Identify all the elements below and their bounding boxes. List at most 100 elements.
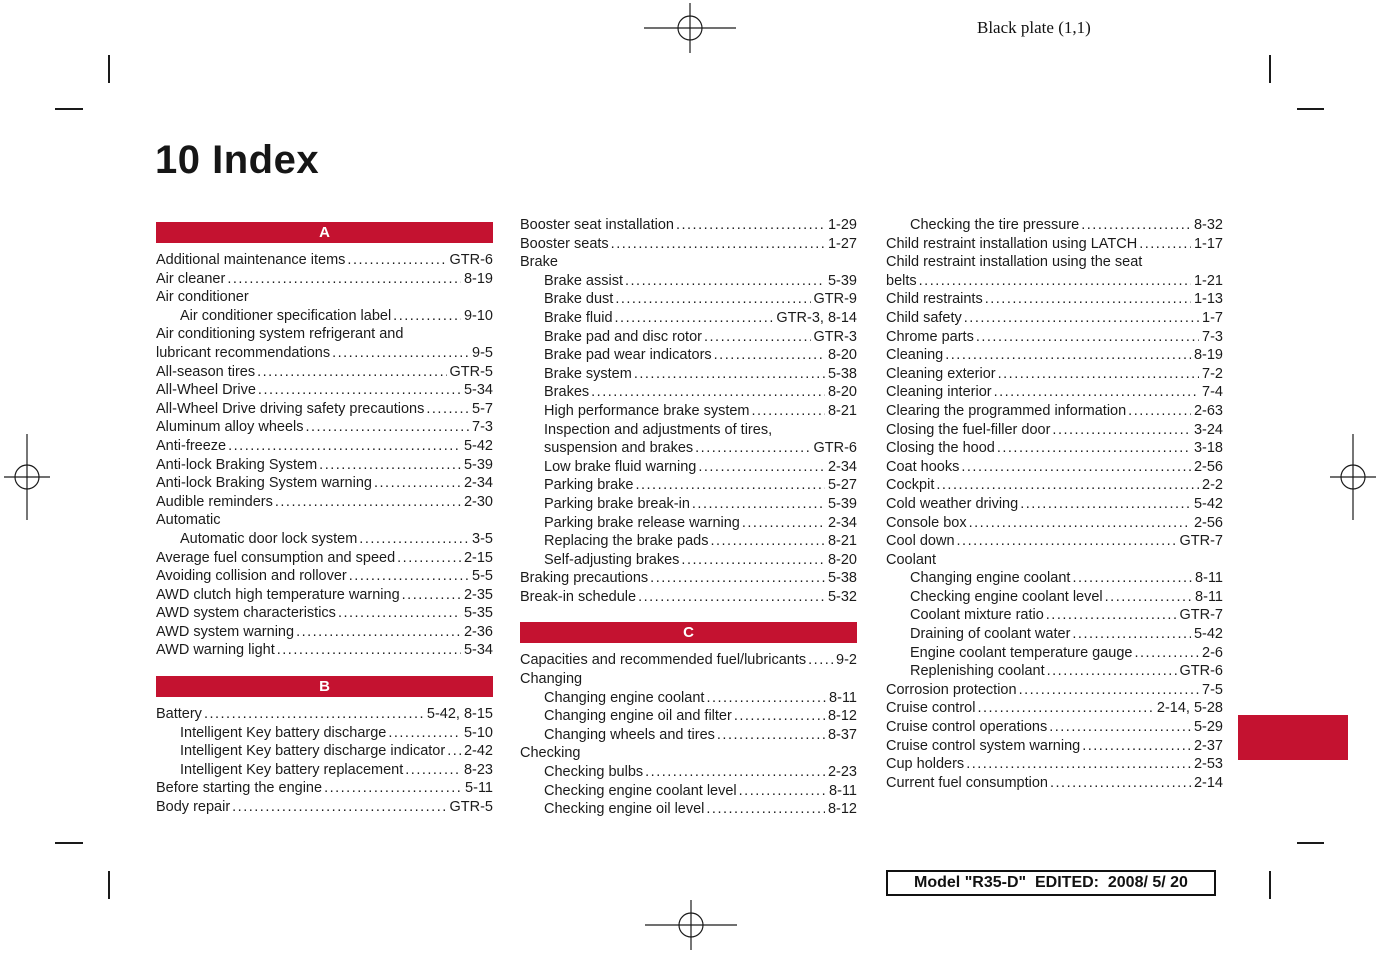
- index-entry: Coolant mixture ratio GTR-7: [886, 606, 1223, 625]
- index-entry: Checking bulbs 2-23: [520, 763, 857, 782]
- entry-label: Brake pad wear indicators: [544, 347, 712, 364]
- dot-leader: [752, 402, 825, 421]
- dot-leader: [998, 365, 1199, 384]
- entry-page-number: 8-20: [827, 347, 857, 364]
- plate-label: Black plate (1,1): [977, 18, 1091, 37]
- dot-leader: [1019, 681, 1199, 700]
- entry-label: Battery: [156, 706, 202, 723]
- entry-label: Air cleaner: [156, 270, 226, 287]
- index-entry: Battery 5-42, 8-15: [156, 705, 493, 724]
- entry-label: Checking engine oil level: [544, 801, 705, 818]
- index-entry: Child restraints 1-13: [886, 290, 1223, 309]
- entry-page-number: 5-11: [465, 780, 493, 797]
- index-group-label: Checking: [520, 745, 581, 762]
- dot-leader: [402, 586, 461, 605]
- index-entry: Intelligent Key battery discharge indica…: [156, 742, 493, 761]
- entry-label: Coat hooks: [886, 458, 960, 475]
- index-entry: Coat hooks 2-56: [886, 458, 1223, 477]
- entry-label: Engine coolant temperature gauge: [910, 644, 1133, 661]
- entry-page-number: 2-30: [463, 493, 493, 510]
- index-entry: Changing engine coolant 8-11: [520, 689, 857, 708]
- dot-leader: [615, 290, 810, 309]
- dot-leader: [704, 328, 811, 347]
- dot-leader: [742, 514, 825, 533]
- index-entry: Low brake fluid warning 2-34: [520, 458, 857, 477]
- index-entry: AWD clutch high temperature warning 2-35: [156, 586, 493, 605]
- entry-page-number: 1-13: [1193, 291, 1223, 308]
- index-entry: Draining of coolant water 5-42: [886, 625, 1223, 644]
- index-entry: Changing engine oil and filter 8-12: [520, 707, 857, 726]
- index-entry: Anti-lock Braking System 5-39: [156, 456, 493, 475]
- entry-page-number: 3-5: [472, 530, 493, 547]
- entry-page-number: 2-34: [463, 475, 493, 492]
- entry-label: Cleaning: [886, 347, 944, 364]
- index-entry: All-Wheel Drive 5-34: [156, 381, 493, 400]
- entry-page-number: 2-14, 5-28: [1156, 700, 1223, 717]
- entry-page-number: 5-39: [463, 456, 493, 473]
- entry-label: High performance brake system: [544, 402, 750, 419]
- dot-leader: [591, 383, 825, 402]
- index-entry: Cleaning exterior 7-2: [886, 365, 1223, 384]
- entry-page-number: 9-10: [463, 307, 493, 324]
- index-entry: Braking precautions 5-38: [520, 569, 857, 588]
- dot-leader: [258, 381, 461, 400]
- entry-label: Additional maintenance items: [156, 252, 346, 268]
- index-entry: Avoiding collision and rollover 5-5: [156, 567, 493, 586]
- crop-mark-top-left-v: [108, 55, 110, 83]
- index-entry: suspension and brakes GTR-6: [520, 439, 857, 458]
- dot-leader: [393, 307, 461, 326]
- entry-label: Clearing the programmed information: [886, 402, 1127, 419]
- index-entry: AWD system warning 2-36: [156, 623, 493, 642]
- index-entry: All-season tires GTR-5: [156, 363, 493, 382]
- entry-label: AWD system warning: [156, 623, 295, 640]
- dot-leader: [976, 328, 1199, 347]
- registration-mark-bottom: [645, 900, 737, 950]
- entry-label: Body repair: [156, 799, 231, 816]
- entry-page-number: 1-21: [1193, 272, 1223, 289]
- entry-page-number: 8-11: [1195, 588, 1223, 605]
- entry-page-number: 5-34: [463, 382, 493, 399]
- dot-leader: [1072, 569, 1192, 588]
- entry-page-number: 9-5: [472, 344, 493, 361]
- dot-leader: [397, 549, 461, 568]
- entry-label: Anti-lock Braking System warning: [156, 475, 372, 492]
- index-entry: Cockpit 2-2: [886, 476, 1223, 495]
- dot-leader: [1072, 625, 1191, 644]
- dot-leader: [977, 699, 1153, 718]
- index-entry: Changing engine coolant 8-11: [886, 569, 1223, 588]
- dot-leader: [625, 272, 825, 291]
- index-entry: Additional maintenance items GTR-6: [156, 251, 493, 270]
- dot-leader: [710, 532, 825, 551]
- index-column-1: A Additional maintenance items GTR-6 Air cl…: [156, 222, 493, 817]
- index-entry: Cruise control operations 5-29: [886, 718, 1223, 737]
- entry-label: Audible reminders: [156, 493, 273, 510]
- dot-leader: [945, 346, 1191, 365]
- index-entry: Cleaning 8-19: [886, 346, 1223, 365]
- dot-leader: [1105, 588, 1192, 607]
- entry-page-number: 8-21: [827, 402, 857, 419]
- dot-leader: [645, 763, 825, 782]
- index-entry: Checking the tire pressure 8-32: [886, 216, 1223, 235]
- entry-page-number: 7-5: [1202, 681, 1223, 698]
- index-entry: Self-adjusting brakes 8-20: [520, 551, 857, 570]
- dot-leader: [739, 782, 826, 801]
- entry-page-number: 5-34: [463, 642, 493, 659]
- entry-page-number: 1-29: [827, 217, 857, 233]
- entry-page-number: 2-53: [1193, 756, 1223, 773]
- entry-page-number: GTR-6: [449, 252, 494, 268]
- entry-page-number: 5-39: [827, 495, 857, 512]
- entry-label: Intelligent Key battery discharge indica…: [180, 743, 446, 760]
- index-entry: Chrome parts 7-3: [886, 328, 1223, 347]
- page-title: 10 Index: [155, 138, 320, 182]
- dot-leader: [706, 800, 825, 819]
- section-letter: A: [319, 224, 330, 241]
- dot-leader: [338, 604, 461, 623]
- dot-leader: [1020, 495, 1191, 514]
- index-entry: Checking engine coolant level 8-11: [886, 588, 1223, 607]
- entry-page-number: 2-42: [463, 743, 493, 760]
- index-entry: Console box 2-56: [886, 514, 1223, 533]
- model-edited-label: Model "R35-D" EDITED: 2008/ 5/ 20: [914, 874, 1188, 891]
- dot-leader: [275, 493, 461, 512]
- index-entry: Automatic door lock system 3-5: [156, 530, 493, 549]
- entry-label: Anti-lock Braking System: [156, 456, 318, 473]
